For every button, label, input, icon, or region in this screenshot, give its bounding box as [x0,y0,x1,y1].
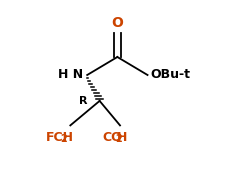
Text: CO: CO [102,131,122,144]
Text: H N: H N [58,68,83,82]
Text: O: O [112,16,123,30]
Text: 2: 2 [115,134,122,144]
Text: H: H [117,131,128,144]
Text: 2: 2 [60,134,67,144]
Text: OBu-t: OBu-t [150,68,190,82]
Text: FCH: FCH [46,131,74,144]
Text: R: R [79,96,87,106]
